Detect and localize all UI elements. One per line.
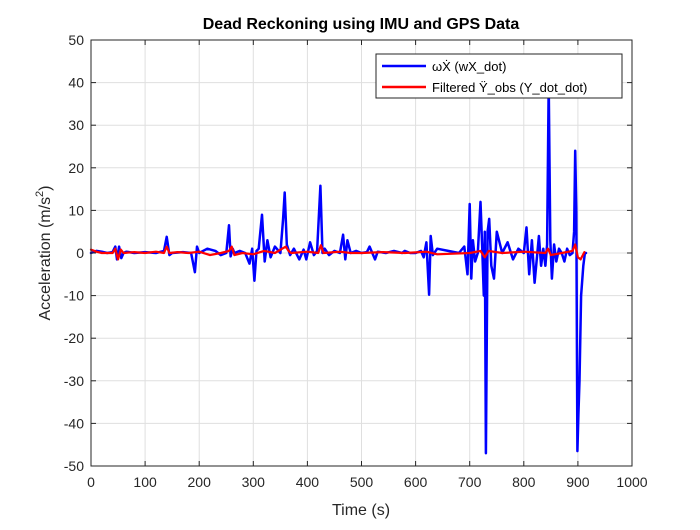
y-tick-label: -30	[64, 373, 84, 389]
chart-title: Dead Reckoning using IMU and GPS Data	[203, 16, 520, 33]
y-tick-label: 30	[68, 117, 84, 133]
x-tick-label: 300	[242, 474, 266, 490]
x-tick-label: 900	[566, 474, 590, 490]
x-tick-label: 800	[512, 474, 536, 490]
legend: ωẊ (wX_dot) Filtered Ÿ_obs (Y_dot_dot)	[375, 53, 623, 99]
series-lines	[89, 81, 588, 455]
y-tick-label: -50	[64, 458, 84, 474]
y-axis-label-main: Acceleration (m/s	[37, 197, 54, 321]
x-tick-label: 1000	[616, 474, 647, 490]
x-tick-label: 0	[87, 474, 95, 490]
x-tick-label: 600	[404, 474, 428, 490]
series-line-filtered-y-obs	[89, 243, 586, 261]
legend-box	[375, 53, 623, 99]
x-tick-label: 700	[458, 474, 482, 490]
y-axis-label-superscript: 2	[34, 191, 46, 197]
x-tick-label: 200	[188, 474, 212, 490]
x-tick-label: 100	[133, 474, 157, 490]
y-tick-label: -20	[64, 330, 84, 346]
y-tick-label: -40	[64, 415, 84, 431]
x-tick-label: 500	[350, 474, 374, 490]
tick-marks	[90, 39, 633, 467]
legend-label-filtered-y: Filtered Ÿ_obs (Y_dot_dot)	[432, 80, 587, 95]
y-tick-label: 10	[68, 202, 84, 218]
y-tick-label: 0	[76, 245, 84, 261]
y-tick-label: 50	[68, 32, 84, 48]
y-tick-labels: 50 40 30 20 10 0 -10 -20 -30 -40 -50	[64, 32, 84, 474]
y-axis-label: Acceleration (m/s2)	[34, 185, 54, 320]
x-axis-label: Time (s)	[332, 502, 390, 519]
y-tick-label: 40	[68, 75, 84, 91]
legend-label-wx-dot: ωẊ (wX_dot)	[432, 59, 506, 74]
y-tick-label: -10	[64, 288, 84, 304]
y-axis-label-suffix: )	[37, 185, 54, 190]
x-tick-label: 400	[296, 474, 320, 490]
y-tick-label: 20	[68, 160, 84, 176]
x-tick-labels: 0 100 200 300 400 500 600 700 800 900 1000	[87, 474, 648, 490]
